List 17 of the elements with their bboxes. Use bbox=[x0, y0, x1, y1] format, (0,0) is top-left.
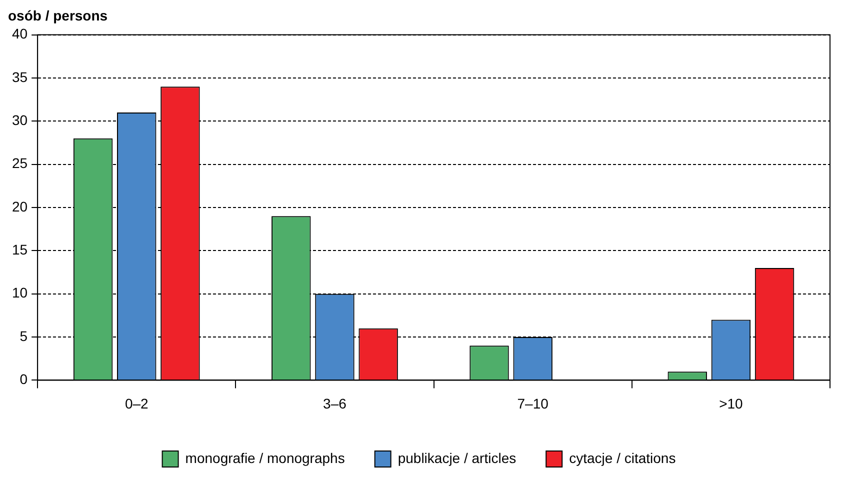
y-tick-label: 25 bbox=[12, 155, 28, 172]
y-tick-label: 5 bbox=[20, 328, 28, 344]
y-tick-label: 35 bbox=[12, 68, 28, 85]
x-tick-label: 7–10 bbox=[517, 395, 549, 412]
y-tick-label: 40 bbox=[12, 26, 28, 42]
y-tick-label: 20 bbox=[12, 198, 28, 214]
legend-label: monografie / monographs bbox=[185, 450, 345, 466]
y-tick-label: 30 bbox=[12, 112, 28, 128]
legend-label: cytacje / citations bbox=[569, 450, 676, 466]
y-axis-title: osób / persons bbox=[8, 7, 108, 24]
y-tick-label: 10 bbox=[12, 284, 28, 301]
x-tick-label: 3–6 bbox=[323, 395, 347, 412]
x-tick-label: 0–2 bbox=[124, 395, 149, 412]
x-tick-label: >10 bbox=[719, 395, 744, 412]
y-tick-label: 0 bbox=[20, 371, 28, 388]
y-tick-label: 15 bbox=[12, 242, 28, 258]
legend-label: publikacje / articles bbox=[398, 450, 516, 466]
